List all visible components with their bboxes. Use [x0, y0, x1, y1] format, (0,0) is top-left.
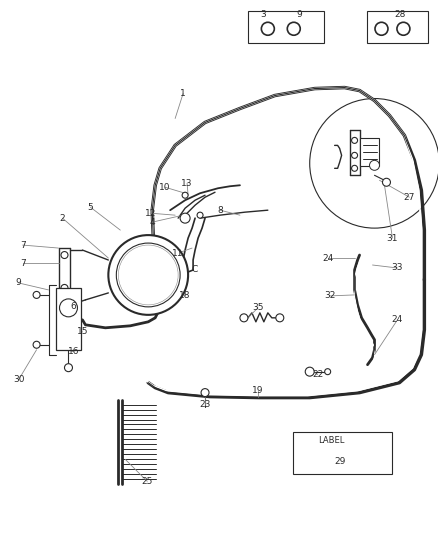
Text: 29: 29 [333, 457, 345, 466]
Text: 25: 25 [141, 477, 152, 486]
Text: 9: 9 [296, 10, 302, 19]
Text: 4: 4 [149, 217, 155, 227]
Text: 8: 8 [217, 206, 223, 215]
Circle shape [33, 292, 40, 298]
Circle shape [108, 235, 187, 315]
Text: 24: 24 [391, 316, 402, 325]
Circle shape [61, 285, 68, 292]
Circle shape [351, 152, 357, 158]
Circle shape [374, 22, 387, 35]
Bar [292, 432, 392, 474]
Text: 12: 12 [144, 208, 155, 217]
Text: 2: 2 [60, 214, 65, 223]
Text: 18: 18 [179, 292, 191, 301]
Text: 10: 10 [159, 183, 170, 192]
Circle shape [351, 165, 357, 171]
Circle shape [61, 252, 68, 259]
Text: 11: 11 [172, 248, 184, 257]
Text: C: C [191, 265, 198, 274]
Text: 28: 28 [394, 10, 405, 19]
Circle shape [33, 341, 40, 348]
Text: 7: 7 [20, 240, 25, 249]
Circle shape [180, 213, 190, 223]
Circle shape [122, 249, 174, 301]
Circle shape [60, 299, 77, 317]
Circle shape [286, 22, 300, 35]
Bar [359, 139, 378, 166]
Text: 9: 9 [16, 278, 21, 287]
Circle shape [182, 192, 187, 198]
Circle shape [324, 369, 330, 375]
Circle shape [261, 22, 274, 35]
Circle shape [369, 160, 378, 171]
Text: 6: 6 [71, 302, 76, 311]
Bar [366, 11, 427, 43]
Circle shape [126, 253, 170, 297]
Text: 5: 5 [87, 203, 93, 212]
Text: 35: 35 [251, 303, 263, 312]
Circle shape [240, 314, 247, 322]
Circle shape [138, 265, 158, 285]
Circle shape [304, 367, 314, 376]
Circle shape [381, 178, 389, 186]
Text: 19: 19 [251, 386, 263, 395]
Text: 33: 33 [391, 263, 402, 272]
Text: 23: 23 [199, 400, 210, 409]
Text: 24: 24 [321, 254, 332, 263]
Text: 1: 1 [180, 89, 186, 98]
Circle shape [309, 99, 438, 228]
Bar [247, 11, 323, 43]
Circle shape [64, 364, 72, 372]
Text: 31: 31 [386, 233, 397, 243]
Text: 7: 7 [20, 259, 25, 268]
Circle shape [201, 389, 208, 397]
Text: 13: 13 [181, 179, 192, 188]
Text: 16: 16 [67, 347, 79, 356]
Text: LABEL: LABEL [317, 436, 343, 445]
Circle shape [275, 314, 283, 322]
Circle shape [118, 245, 178, 305]
Text: 15: 15 [77, 327, 88, 336]
Text: 27: 27 [403, 193, 414, 201]
Text: 30: 30 [13, 375, 25, 384]
Circle shape [351, 138, 357, 143]
Text: 22: 22 [311, 370, 322, 379]
Bar [55, 288, 81, 350]
Text: 3: 3 [259, 10, 265, 19]
Circle shape [396, 22, 409, 35]
Circle shape [120, 247, 176, 303]
Circle shape [116, 243, 180, 307]
Circle shape [197, 212, 203, 218]
Text: 32: 32 [323, 292, 335, 301]
